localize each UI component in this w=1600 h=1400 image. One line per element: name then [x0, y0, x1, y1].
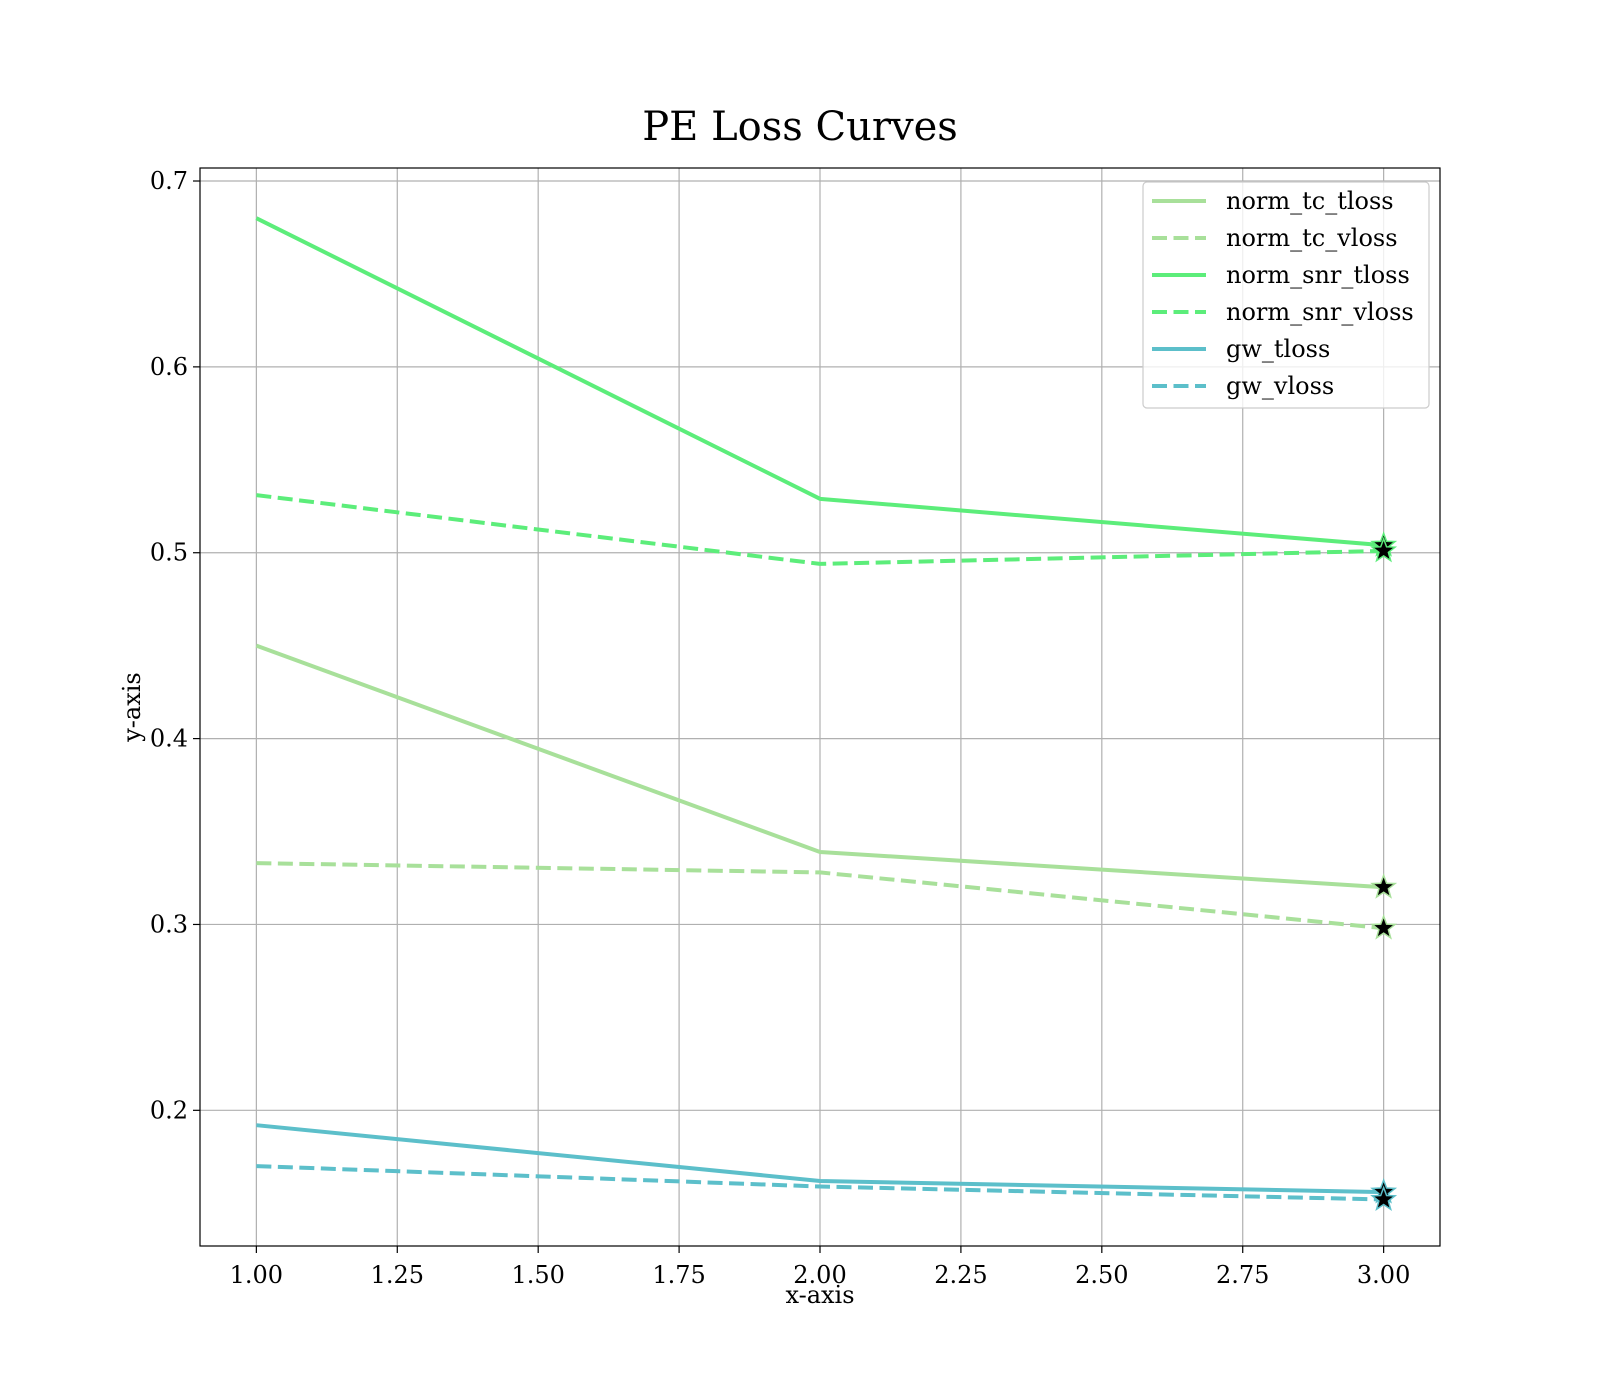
series-line-gw_tloss — [256, 1123, 1384, 1195]
x-axis-label: x-axis — [785, 1281, 854, 1309]
star-marker-norm_tc_tloss — [1370, 873, 1398, 899]
star-marker-norm_snr_vloss — [1370, 536, 1398, 563]
y-tick-label: 0.5 — [150, 539, 188, 567]
legend-box — [1142, 181, 1430, 409]
chart-title: PE Loss Curves — [642, 104, 958, 150]
x-tick-label: 3.00 — [1357, 1261, 1410, 1289]
series-line-norm_snr_tloss — [255, 216, 1384, 548]
x-tick-label: 1.25 — [371, 1261, 424, 1289]
x-tick-label: 1.00 — [230, 1261, 283, 1289]
series-lines — [255, 216, 1384, 1202]
legend: norm_tc_tloss norm_tc_vloss norm_snr_tloss… — [1142, 181, 1430, 409]
star-marker-gw_vloss — [1370, 1185, 1398, 1211]
x-tick-label: 2.75 — [1216, 1261, 1269, 1289]
legend-label-norm_snr_tloss: norm_snr_tloss — [1226, 261, 1410, 289]
legend-label-norm_tc_tloss: norm_tc_tloss — [1226, 187, 1394, 215]
legend-label-norm_snr_vloss: norm_snr_vloss — [1226, 298, 1414, 326]
x-tick-label: 2.50 — [1075, 1261, 1128, 1289]
legend-label-gw_tloss: gw_tloss — [1226, 335, 1330, 363]
end-markers — [1370, 531, 1398, 1211]
y-ticks: 0.2 0.3 0.4 0.5 0.6 0.7 — [150, 167, 200, 1124]
y-axis-label: y-axis — [118, 672, 146, 743]
series-line-norm_tc_tloss — [255, 643, 1384, 890]
x-tick-label: 1.75 — [652, 1261, 705, 1289]
y-tick-label: 0.2 — [150, 1096, 188, 1124]
x-tick-label: 2.00 — [793, 1261, 846, 1289]
x-tick-label: 1.50 — [511, 1261, 564, 1289]
legend-label-norm_tc_vloss: norm_tc_vloss — [1226, 224, 1398, 252]
series-line-norm_tc_vloss — [256, 861, 1384, 931]
legend-label-gw_vloss: gw_vloss — [1226, 372, 1334, 400]
y-tick-label: 0.3 — [150, 910, 188, 938]
x-tick-label: 2.25 — [934, 1261, 987, 1289]
series-line-gw_vloss — [256, 1164, 1384, 1202]
series-line-norm_snr_vloss — [256, 493, 1384, 566]
y-tick-label: 0.7 — [150, 167, 188, 195]
x-ticks: 1.00 1.25 1.50 1.75 2.00 2.25 2.50 2.75 3.00 — [230, 1246, 1410, 1289]
legend-items: norm_tc_tloss norm_tc_vloss norm_snr_tloss… — [1152, 187, 1414, 400]
star-marker-norm_tc_vloss — [1370, 914, 1398, 940]
y-tick-label: 0.4 — [150, 725, 188, 753]
y-tick-label: 0.6 — [150, 353, 188, 381]
